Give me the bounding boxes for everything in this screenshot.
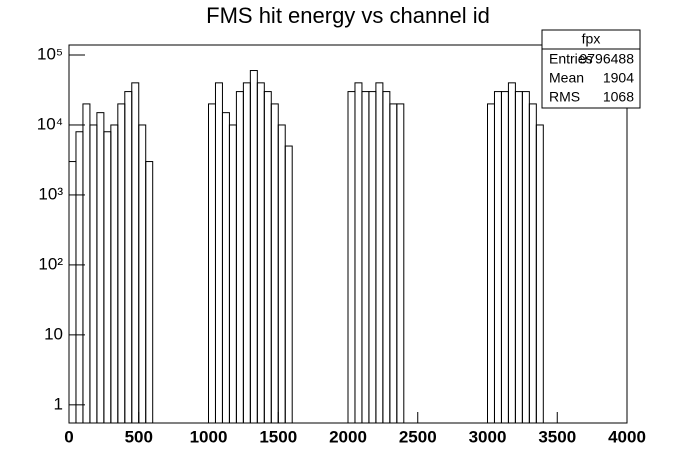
- x-tick-label: 1000: [190, 427, 228, 446]
- y-tick-label: 10⁵: [37, 44, 63, 63]
- stats-frame: [541, 29, 641, 109]
- y-tick-label: 10: [44, 324, 63, 343]
- x-tick-label: 4000: [608, 427, 646, 446]
- x-tick-label: 500: [125, 427, 153, 446]
- y-tick-label: 10⁴: [37, 114, 63, 133]
- x-tick-label: 1500: [259, 427, 297, 446]
- y-tick-label: 1: [54, 394, 63, 413]
- stats-value: 9796488: [579, 51, 634, 67]
- x-tick-label: 3000: [469, 427, 507, 446]
- x-tick-label: 0: [64, 427, 73, 446]
- stats-key: Entries: [549, 51, 593, 67]
- y-tick-label: 10²: [38, 254, 63, 273]
- stats-key: RMS: [549, 89, 580, 105]
- stats-value: 1904: [603, 70, 634, 86]
- stats-value: 1068: [603, 89, 634, 105]
- x-tick-label: 2500: [399, 427, 437, 446]
- x-tick-label: 2000: [329, 427, 367, 446]
- chart-title: FMS hit energy vs channel id: [206, 3, 490, 28]
- stats-title: fpx: [582, 31, 601, 47]
- stats-key: Mean: [549, 70, 584, 86]
- stats-box: fpx Entries 9796488 Mean 1904 RMS 1068: [541, 29, 641, 109]
- y-tick-label: 10³: [38, 184, 63, 203]
- x-tick-label: 3500: [538, 427, 576, 446]
